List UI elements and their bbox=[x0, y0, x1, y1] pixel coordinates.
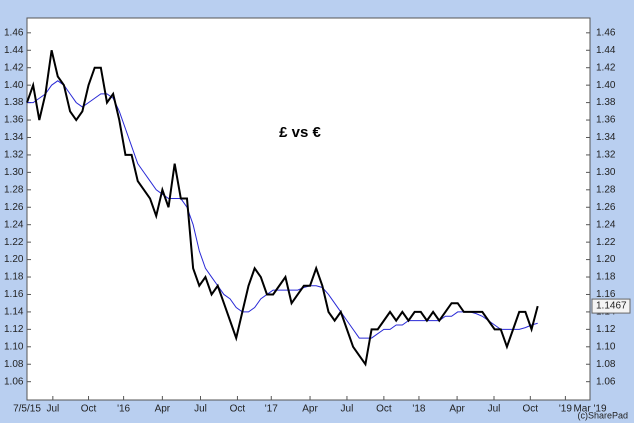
x-tick-label: Jul bbox=[194, 404, 207, 415]
chart-title: £ vs € bbox=[279, 124, 321, 141]
y-tick-label: 1.18 bbox=[596, 272, 616, 283]
last-value-label: 1.1467 bbox=[596, 301, 627, 312]
x-tick-label: '16 bbox=[117, 404, 130, 415]
y-tick-label: 1.20 bbox=[596, 254, 616, 265]
x-tick-label: Apr bbox=[449, 404, 465, 415]
y-tick-label: 1.08 bbox=[4, 359, 24, 370]
y-tick-label: 1.14 bbox=[4, 307, 24, 318]
y-tick-label: 1.36 bbox=[4, 115, 24, 126]
x-tick-label: '19 bbox=[559, 404, 572, 415]
y-tick-label: 1.12 bbox=[596, 324, 616, 335]
x-tick-label: Jul bbox=[488, 404, 501, 415]
y-tick-label: 1.16 bbox=[596, 289, 616, 300]
y-tick-label: 1.10 bbox=[4, 341, 24, 352]
y-tick-label: 1.30 bbox=[4, 167, 24, 178]
y-tick-label: 1.34 bbox=[4, 132, 24, 143]
y-tick-label: 1.26 bbox=[596, 202, 616, 213]
y-tick-label: 1.18 bbox=[4, 272, 24, 283]
y-tick-label: 1.16 bbox=[4, 289, 24, 300]
y-tick-label: 1.10 bbox=[596, 341, 616, 352]
x-tick-label: Apr bbox=[302, 404, 318, 415]
y-tick-label: 1.40 bbox=[4, 80, 24, 91]
plot-area bbox=[26, 17, 591, 401]
series-line bbox=[26, 50, 539, 367]
x-tick-label: 7/5/15 bbox=[13, 404, 41, 415]
x-tick-label: Oct bbox=[523, 404, 539, 415]
y-tick-label: 1.24 bbox=[596, 219, 616, 230]
x-tick-label: '18 bbox=[412, 404, 425, 415]
y-tick-label: 1.06 bbox=[4, 376, 24, 387]
y-tick-label: 1.42 bbox=[4, 62, 24, 73]
y-tick-label: 1.06 bbox=[596, 376, 616, 387]
x-tick-label: Apr bbox=[155, 404, 171, 415]
x-tick-label: Oct bbox=[376, 404, 392, 415]
x-tick-label: Jul bbox=[46, 404, 59, 415]
y-tick-label: 1.46 bbox=[596, 27, 616, 38]
y-tick-label: 1.42 bbox=[596, 62, 616, 73]
y-tick-label: 1.36 bbox=[596, 115, 616, 126]
y-tick-label: 1.08 bbox=[596, 359, 616, 370]
credit: (c)SharePad bbox=[577, 410, 628, 420]
x-tick-label: Oct bbox=[81, 404, 97, 415]
series-line bbox=[27, 80, 538, 339]
y-tick-label: 1.22 bbox=[596, 237, 616, 248]
y-tick-label: 1.38 bbox=[596, 97, 616, 108]
y-tick-label: 1.28 bbox=[4, 184, 24, 195]
y-tick-label: 1.26 bbox=[4, 202, 24, 213]
y-tick-label: 1.34 bbox=[596, 132, 616, 143]
last-value-box bbox=[591, 298, 631, 314]
y-tick-label: 1.32 bbox=[596, 150, 616, 161]
y-tick-label: 1.44 bbox=[4, 45, 24, 56]
x-tick-label: Oct bbox=[230, 404, 246, 415]
y-tick-label: 1.38 bbox=[4, 97, 24, 108]
x-tick-label: '17 bbox=[265, 404, 278, 415]
x-tick-label: Jul bbox=[341, 404, 354, 415]
y-tick-label: 1.32 bbox=[4, 150, 24, 161]
x-tick-label: Mar '19 bbox=[573, 404, 606, 415]
y-tick-label: 1.40 bbox=[596, 80, 616, 91]
y-tick-label: 1.46 bbox=[4, 27, 24, 38]
y-tick-label: 1.30 bbox=[596, 167, 616, 178]
y-tick-label: 1.20 bbox=[4, 254, 24, 265]
y-tick-label: 1.22 bbox=[4, 237, 24, 248]
y-tick-label: 1.28 bbox=[596, 184, 616, 195]
y-tick-label: 1.12 bbox=[4, 324, 24, 335]
y-tick-label: 1.44 bbox=[596, 45, 616, 56]
y-tick-label: 1.24 bbox=[4, 219, 24, 230]
